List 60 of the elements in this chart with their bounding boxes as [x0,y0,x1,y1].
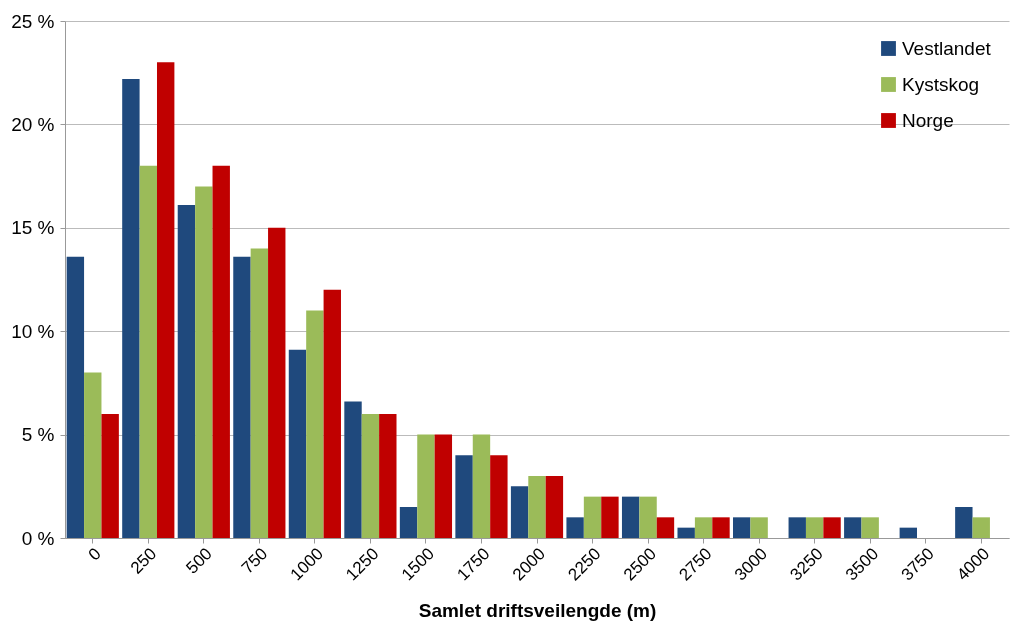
bar [177,205,196,538]
y-tick-label: 25 % [11,10,55,32]
bar [490,455,508,538]
bar [323,289,341,538]
bar [899,527,918,538]
bar [528,475,546,538]
bar [212,165,230,538]
bar [472,434,491,538]
bar [955,506,973,538]
bar [101,413,119,538]
bar [379,413,397,538]
bar [122,78,140,538]
bar [656,517,675,538]
bar [361,413,380,538]
bar [306,310,324,538]
bar [972,517,990,538]
bar [694,517,713,538]
y-tick-label: 5 % [21,424,55,446]
bar [583,496,602,538]
bar [434,434,453,538]
bar [566,517,584,538]
bar [712,517,730,538]
x-axis-title: Samlet driftsveilengde (m) [418,599,657,621]
y-tick-label: 15 % [11,217,55,239]
bar [601,496,619,538]
bar [268,227,286,538]
bar [233,256,251,538]
legend-label: Kystskog [902,73,980,95]
y-tick-label: 10 % [11,320,55,342]
x-tick-label: 750 [237,544,272,578]
bar [621,496,640,538]
x-tick-label: 0 [84,544,105,565]
bar [195,186,213,538]
bar [156,62,175,538]
bar [139,165,157,538]
bar [250,248,269,538]
bar [805,517,824,538]
x-tick-label: 500 [182,544,216,578]
bar [66,256,85,538]
bar [84,372,102,538]
bar [455,455,473,538]
bar [288,349,307,538]
y-tick-label: 20 % [11,113,55,135]
bar [639,496,657,538]
bar [344,401,362,538]
bar [399,506,418,538]
bar [733,517,751,538]
bar [844,517,862,538]
x-tick-label: 250 [126,544,161,578]
bar [677,527,695,538]
y-tick-label: 0 % [21,527,55,549]
legend-label: Norge [902,109,954,131]
bar [788,517,806,538]
bar [861,517,879,538]
bar [823,517,841,538]
bar [510,486,529,538]
bar [750,517,768,538]
bar [545,475,564,538]
legend-label: Vestlandet [902,37,992,59]
bar [417,434,435,538]
